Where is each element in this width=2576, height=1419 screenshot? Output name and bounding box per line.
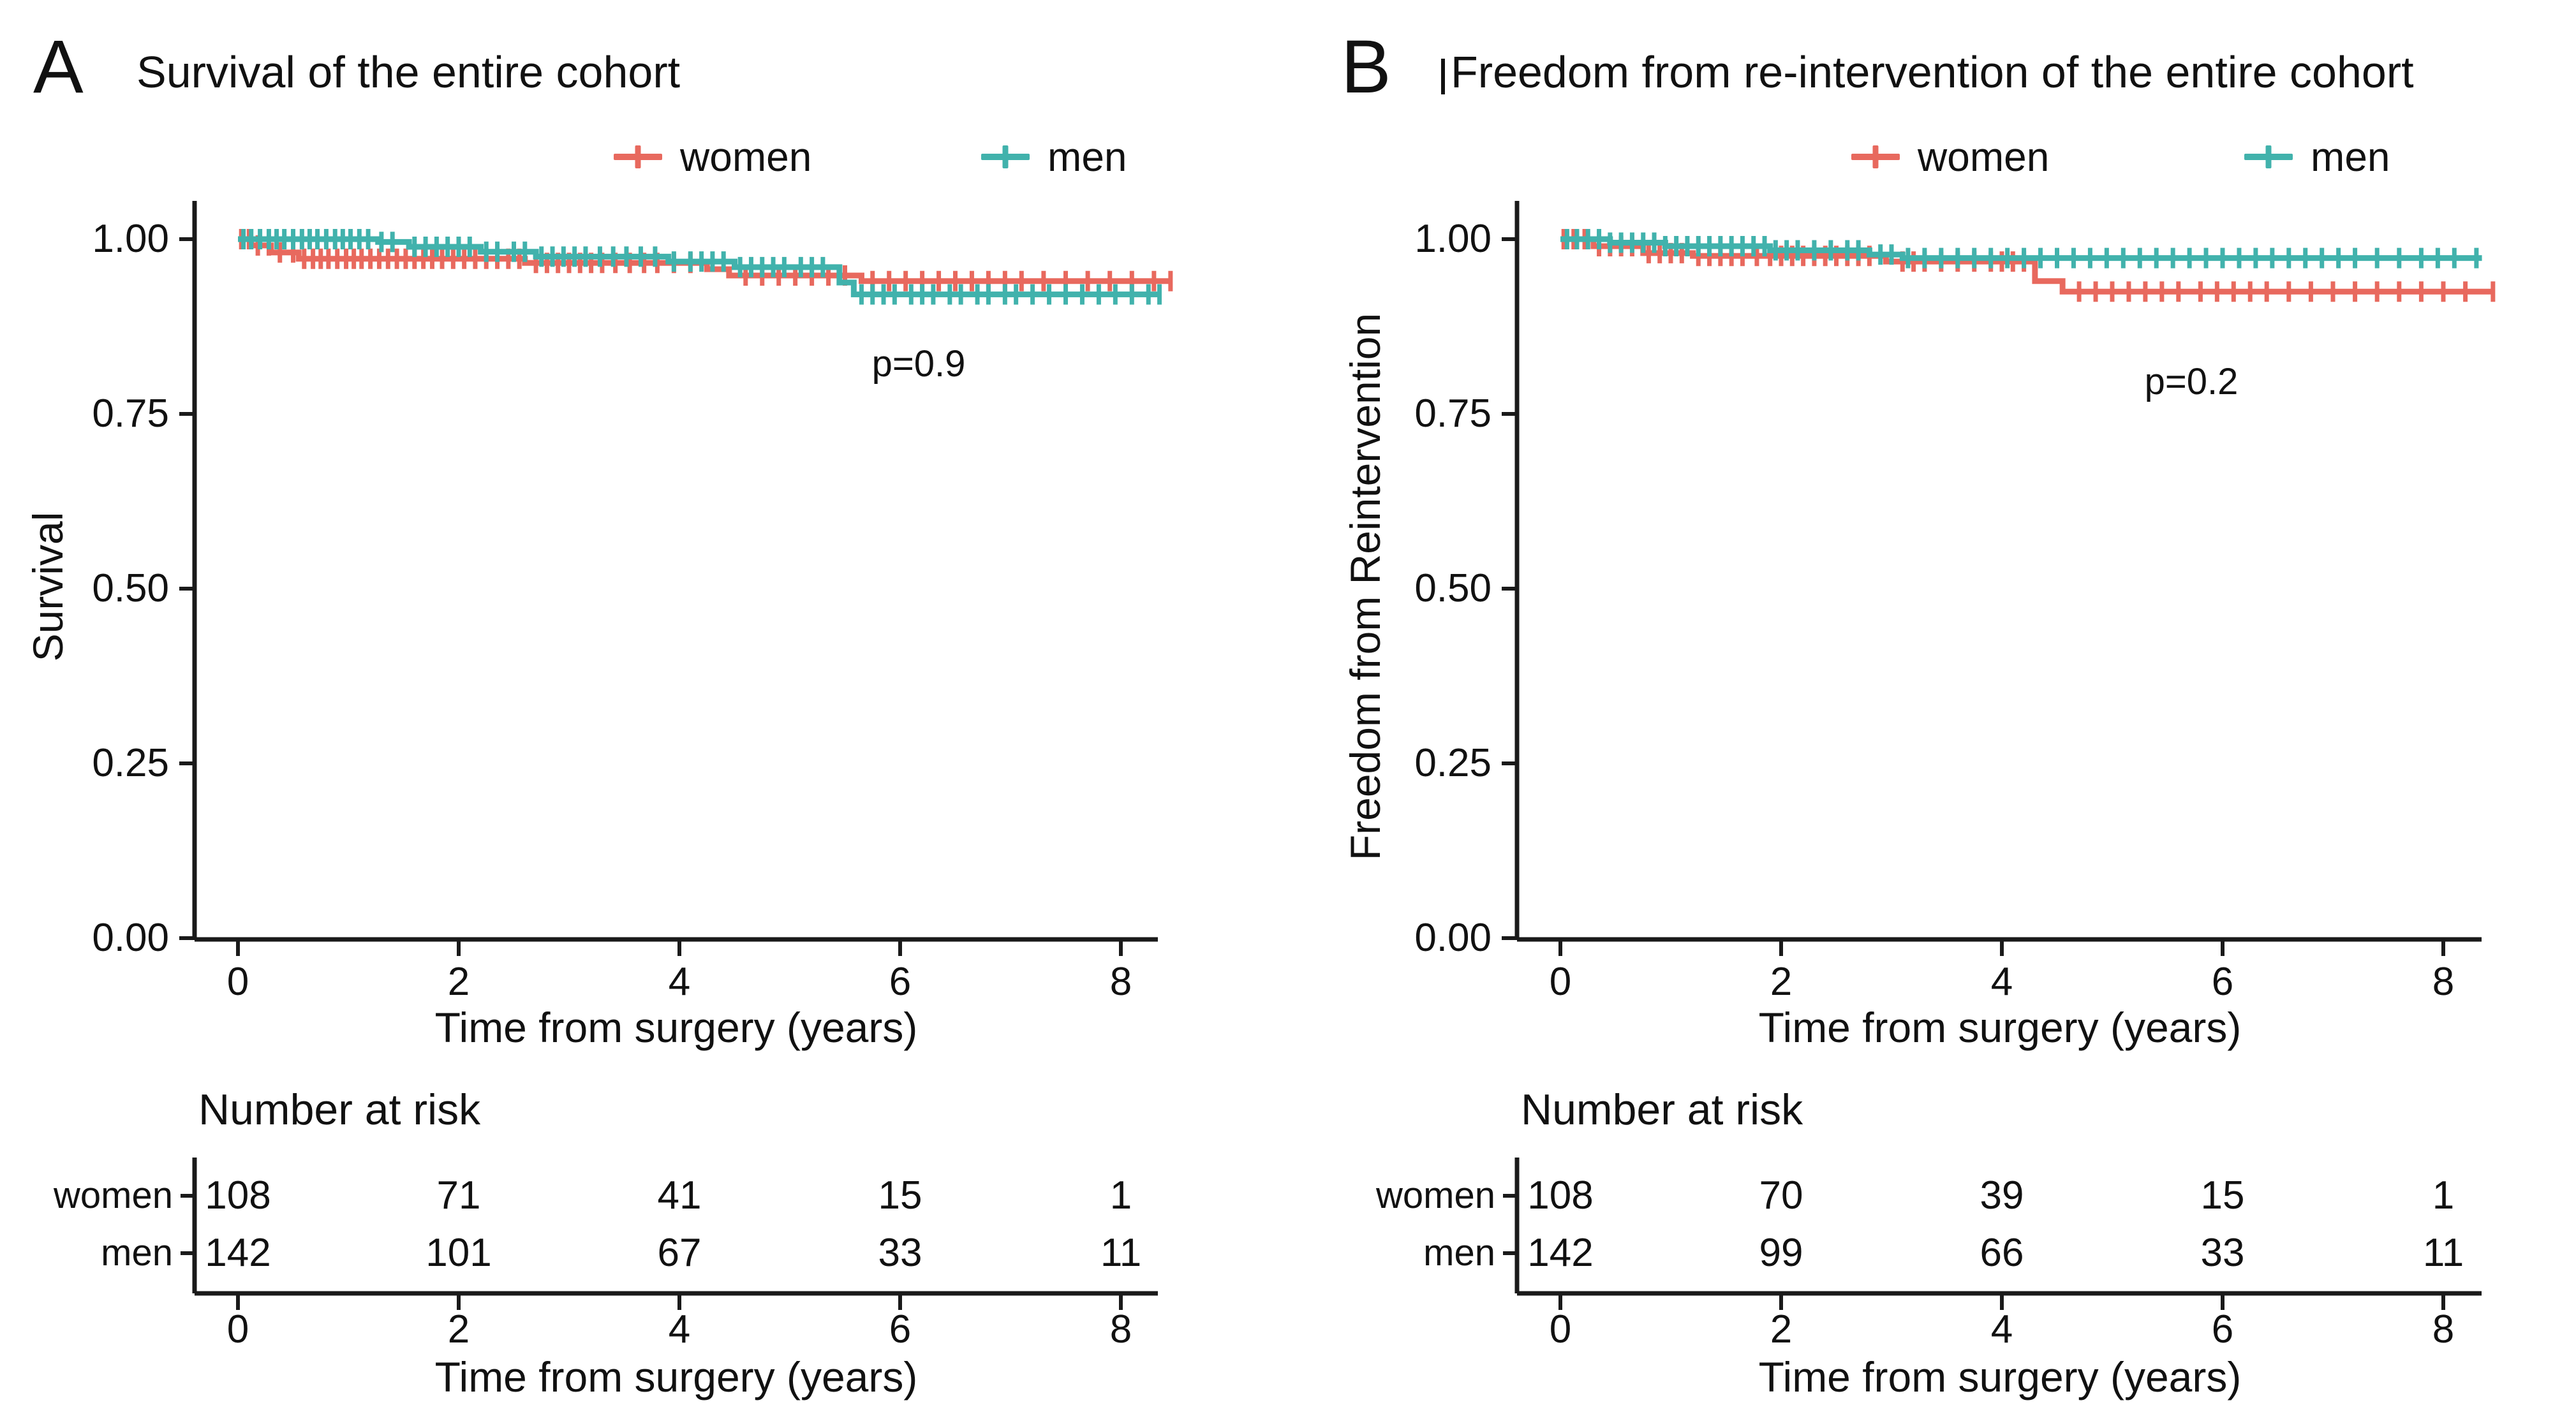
panel-b-x-axis-label: Time from surgery (years)	[1758, 1004, 2242, 1051]
panel-b-p-value: p=0.2	[2144, 361, 2239, 402]
risk-count: 71	[436, 1173, 481, 1217]
legend-label: men	[1047, 134, 1127, 180]
x-tick-label: 2	[447, 960, 470, 1004]
km-legend-marker-icon	[1851, 145, 1900, 168]
panel-b-title: Freedom from re-intervention of the enti…	[1451, 47, 2414, 97]
risk-x-tick-label: 6	[2211, 1307, 2234, 1351]
x-tick-label: 6	[2211, 960, 2234, 1004]
legend-label: women	[1918, 134, 2050, 180]
risk-count: 108	[1527, 1173, 1594, 1217]
y-tick-label: 1.00	[92, 217, 169, 261]
x-tick-label: 6	[889, 960, 912, 1004]
risk-x-tick-label: 4	[1990, 1307, 2013, 1351]
risk-count: 33	[878, 1231, 922, 1275]
censor-cross-icon	[1002, 145, 1009, 168]
legend-item-men-a: men	[981, 136, 1127, 177]
censor-cross-icon	[2265, 145, 2272, 168]
risk-count: 142	[205, 1231, 271, 1275]
censor-ticks-men	[1564, 229, 2479, 268]
km-legend-marker-icon	[2244, 145, 2293, 168]
y-tick-label: 0.25	[92, 741, 169, 785]
x-tick-label: 8	[2432, 960, 2455, 1004]
risk-x-tick-label: 0	[226, 1307, 249, 1351]
risk-x-tick-label: 8	[2432, 1307, 2455, 1351]
y-tick-label: 0.25	[1414, 741, 1492, 785]
axis-lines	[192, 201, 1158, 1296]
risk-count: 41	[657, 1173, 702, 1217]
risk-count: 11	[1100, 1231, 1142, 1275]
censor-cross-icon	[1872, 145, 1879, 168]
risk-count: 15	[878, 1173, 922, 1217]
km-legend-marker-icon	[981, 145, 1030, 168]
panel-a-risk-x-axis-label: Time from surgery (years)	[434, 1353, 918, 1401]
risk-count: 1	[1109, 1173, 1132, 1217]
risk-x-tick-label: 2	[447, 1307, 470, 1351]
legend-item-men-b: men	[2244, 136, 2390, 177]
risk-count: 67	[657, 1231, 702, 1275]
legend-item-women-b: women	[1851, 136, 2049, 177]
panel-letter-a: A	[33, 25, 84, 109]
legend-label: men	[2311, 134, 2390, 180]
x-tick-label: 4	[1990, 960, 2013, 1004]
panel-a-x-axis-label: Time from surgery (years)	[434, 1004, 918, 1051]
panel-a-risk-heading: Number at risk	[198, 1085, 481, 1134]
risk-x-tick-label: 6	[889, 1307, 912, 1351]
x-tick-label: 0	[1549, 960, 1572, 1004]
legend-item-women-a: women	[614, 136, 811, 177]
risk-count: 70	[1759, 1173, 1803, 1217]
panel-b-risk-heading: Number at risk	[1521, 1085, 1803, 1134]
risk-count: 99	[1759, 1231, 1803, 1275]
risk-count: 66	[1980, 1231, 2024, 1275]
y-tick-label: 0.00	[1414, 916, 1492, 960]
risk-count: 11	[2422, 1231, 2464, 1275]
panel-a-p-value: p=0.9	[871, 343, 966, 385]
x-tick-label: 2	[1770, 960, 1793, 1004]
risk-row-label: men	[1423, 1232, 1495, 1274]
tick-marks	[179, 237, 1123, 1310]
y-tick-label: 0.50	[1414, 566, 1492, 610]
tick-marks	[1502, 237, 2445, 1310]
risk-count: 39	[1980, 1173, 2024, 1217]
panel-b-risk-x-axis-label: Time from surgery (years)	[1758, 1353, 2242, 1401]
censor-cross-icon	[635, 145, 641, 168]
risk-count: 108	[205, 1173, 271, 1217]
risk-x-tick-label: 0	[1549, 1307, 1572, 1351]
risk-count: 142	[1527, 1231, 1594, 1275]
risk-count: 15	[2200, 1173, 2245, 1217]
x-tick-label: 8	[1109, 960, 1132, 1004]
censor-ticks-men	[241, 229, 1162, 305]
km-curve-women	[1560, 236, 2493, 295]
km-legend-marker-icon	[614, 145, 662, 168]
risk-count: 33	[2200, 1231, 2245, 1275]
y-tick-label: 0.75	[1414, 392, 1492, 436]
x-tick-label: 0	[226, 960, 249, 1004]
risk-x-tick-label: 4	[668, 1307, 691, 1351]
risk-row-label: women	[1376, 1175, 1495, 1216]
risk-x-tick-label: 8	[1109, 1307, 1132, 1351]
panel-a-title: Survival of the entire cohort	[137, 47, 681, 97]
y-tick-label: 0.50	[92, 566, 169, 610]
stray-mark	[1441, 59, 1445, 94]
y-tick-label: 0.75	[92, 392, 169, 436]
risk-x-tick-label: 2	[1770, 1307, 1793, 1351]
risk-row-label: men	[101, 1232, 173, 1274]
risk-count: 1	[2432, 1173, 2455, 1217]
x-tick-label: 4	[668, 960, 691, 1004]
y-tick-label: 0.00	[92, 916, 169, 960]
legend-label: women	[680, 134, 812, 180]
y-tick-label: 1.00	[1414, 217, 1492, 261]
risk-count: 101	[426, 1231, 492, 1275]
axis-lines	[1514, 201, 2482, 1296]
panel-letter-b: B	[1341, 25, 1391, 109]
risk-row-label: women	[54, 1175, 173, 1216]
